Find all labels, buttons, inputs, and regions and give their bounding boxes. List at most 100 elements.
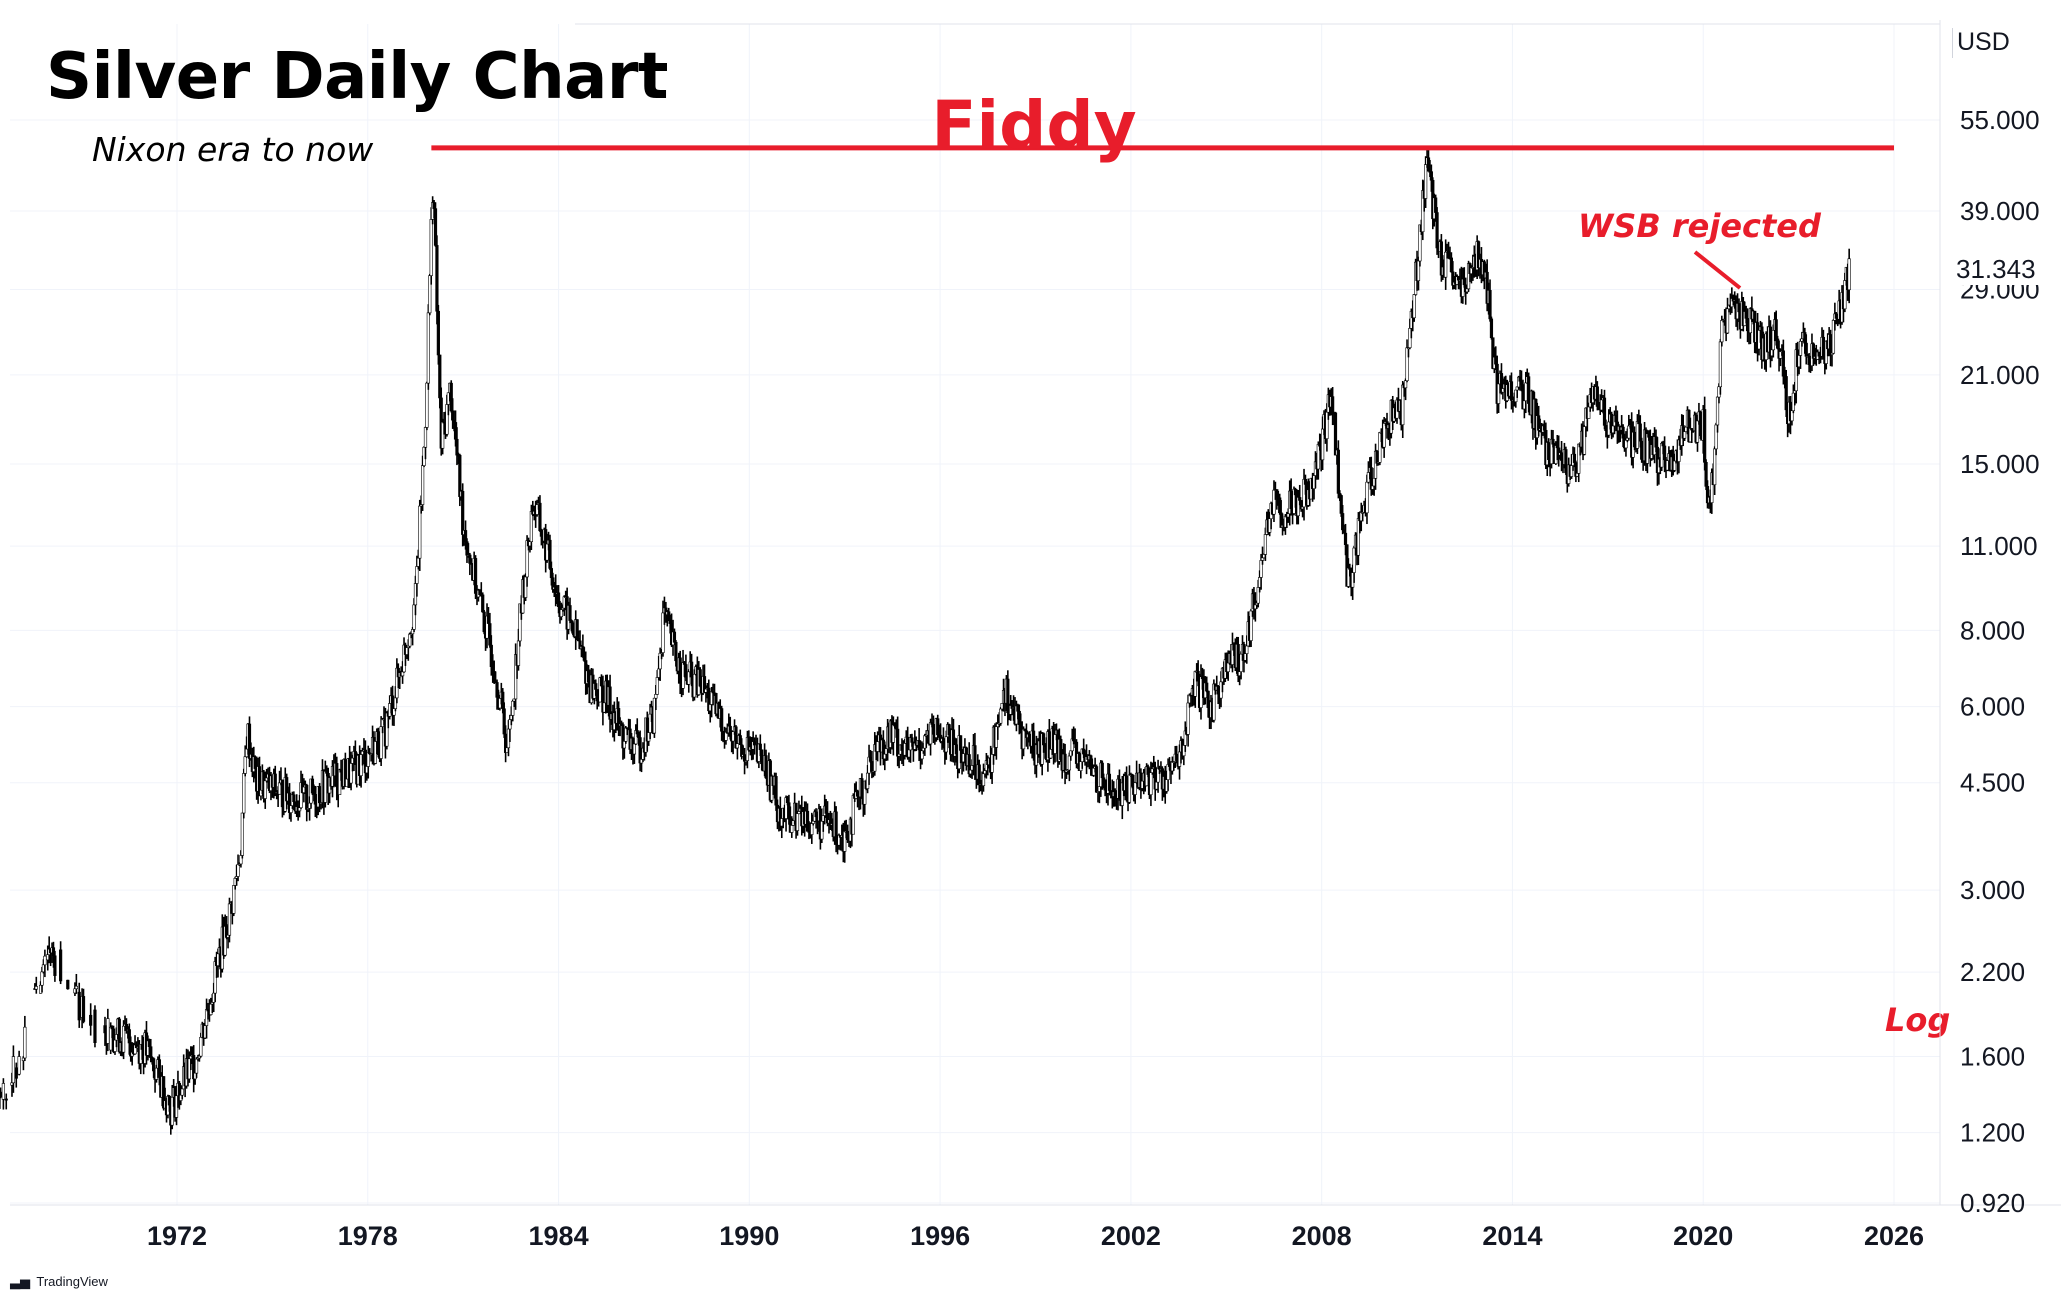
grid-lines (10, 24, 1940, 1205)
candle-body (149, 1046, 153, 1058)
candle-body (1524, 382, 1528, 402)
candle-body (1133, 782, 1137, 795)
candle-body (876, 741, 880, 752)
candle-body (66, 979, 70, 990)
candle-body (1718, 341, 1722, 388)
x-tick-label: 2008 (1292, 1221, 1352, 1251)
y-tick-label: 1.200 (1960, 1118, 2025, 1148)
fiddy-label: Fiddy (931, 87, 1136, 164)
candle-body (4, 1098, 8, 1101)
candle-body (242, 773, 246, 814)
candle-body (1435, 212, 1439, 249)
candle-body (1205, 682, 1209, 692)
candle-body (74, 985, 78, 990)
price-axis[interactable]: 55.00039.00029.00021.00015.00011.0008.00… (1960, 105, 2040, 1218)
y-tick-label: 15.000 (1960, 449, 2040, 479)
x-tick-label: 1996 (910, 1221, 970, 1251)
candle-body (418, 505, 422, 559)
x-tick-label: 2014 (1482, 1221, 1542, 1251)
candle-body (758, 743, 762, 751)
candle-body (1725, 308, 1730, 334)
candle-body (1331, 396, 1335, 414)
y-tick-label: 21.000 (1960, 360, 2040, 390)
candle-body (14, 1067, 18, 1079)
candle-body (77, 991, 81, 1021)
candle-body (1720, 320, 1724, 343)
candle-body (263, 780, 267, 799)
x-tick-label: 2020 (1673, 1221, 1733, 1251)
last-price-label: 31.343 (1952, 254, 2040, 285)
tradingview-logo[interactable]: ▃▅ TradingView (10, 1274, 108, 1290)
candle-body (481, 594, 485, 613)
chart-title: Silver Daily Chart (46, 40, 669, 114)
candle-body (17, 1056, 21, 1075)
candle-body (292, 794, 296, 803)
candle-body (436, 310, 440, 356)
candle-body (34, 986, 38, 990)
candle-body (1127, 774, 1132, 803)
candle-body (43, 955, 47, 966)
x-tick-label: 2026 (1864, 1221, 1924, 1251)
candle-body (568, 605, 572, 621)
candle-body (243, 756, 247, 774)
y-tick-label: 3.000 (1960, 875, 2025, 905)
y-tick-label: 11.000 (1960, 531, 2038, 561)
candle-body (152, 1058, 156, 1072)
y-tick-label: 0.920 (1960, 1188, 2025, 1218)
x-tick-label: 1978 (338, 1221, 398, 1251)
candle-body (1365, 481, 1369, 514)
time-axis[interactable]: 1972 1978 1984 1990 1996 2002 2008 2014 2020 2026 (147, 1221, 1924, 1251)
candle-body (690, 661, 694, 676)
candle-body (1703, 409, 1707, 463)
y-tick-label: 4.500 (1960, 768, 2025, 798)
candle-body (236, 864, 240, 877)
candle-body (1489, 318, 1494, 339)
candle-body (1424, 164, 1428, 199)
candle-body (1, 1083, 5, 1100)
candle-body (1382, 423, 1386, 448)
candle-body (11, 1056, 16, 1084)
wsb-arrow-line (1693, 250, 1742, 290)
candle-body (795, 813, 800, 831)
candle-body (180, 1088, 184, 1096)
candle-body (674, 641, 678, 662)
currency-label[interactable]: USD (1952, 28, 2057, 58)
candle-body (240, 812, 244, 856)
tradingview-logo-text: TradingView (36, 1274, 108, 1289)
candle-body (764, 755, 768, 779)
candle-body (538, 502, 542, 532)
y-tick-label: 1.600 (1960, 1041, 2025, 1071)
candle-body (53, 955, 57, 976)
candle-body (1298, 497, 1302, 501)
candle-body (1635, 421, 1640, 449)
candle-body (1564, 449, 1568, 474)
candle-body (1186, 702, 1190, 735)
candle-body (735, 743, 740, 749)
y-tick-label: 39.000 (1960, 196, 2040, 226)
candle-body (692, 673, 697, 698)
candle-body (1336, 449, 1340, 494)
chart-subtitle: Nixon era to now (92, 130, 374, 169)
tradingview-logo-icon: ▃▅ (10, 1274, 30, 1289)
candle-body (1094, 766, 1099, 793)
x-tick-label: 1990 (719, 1221, 779, 1251)
candle-body (1263, 534, 1267, 555)
candle-body (797, 811, 801, 814)
candle-body (896, 728, 900, 757)
candle-body (40, 971, 44, 986)
y-tick-label: 6.000 (1960, 692, 2025, 722)
candle-body (1343, 532, 1348, 545)
candle-body (1640, 440, 1644, 460)
wsb-rejected-label: WSB rejected (1578, 207, 1822, 245)
candle-body (1488, 290, 1492, 320)
candle-body (1847, 258, 1851, 291)
candle-body (435, 245, 439, 312)
candle-body (461, 490, 465, 535)
candle-body (1149, 772, 1153, 796)
y-tick-label: 8.000 (1960, 615, 2025, 645)
candle-body (632, 743, 636, 755)
x-tick-label: 1972 (147, 1221, 207, 1251)
candle-body (790, 825, 794, 833)
candle-body (594, 683, 598, 690)
